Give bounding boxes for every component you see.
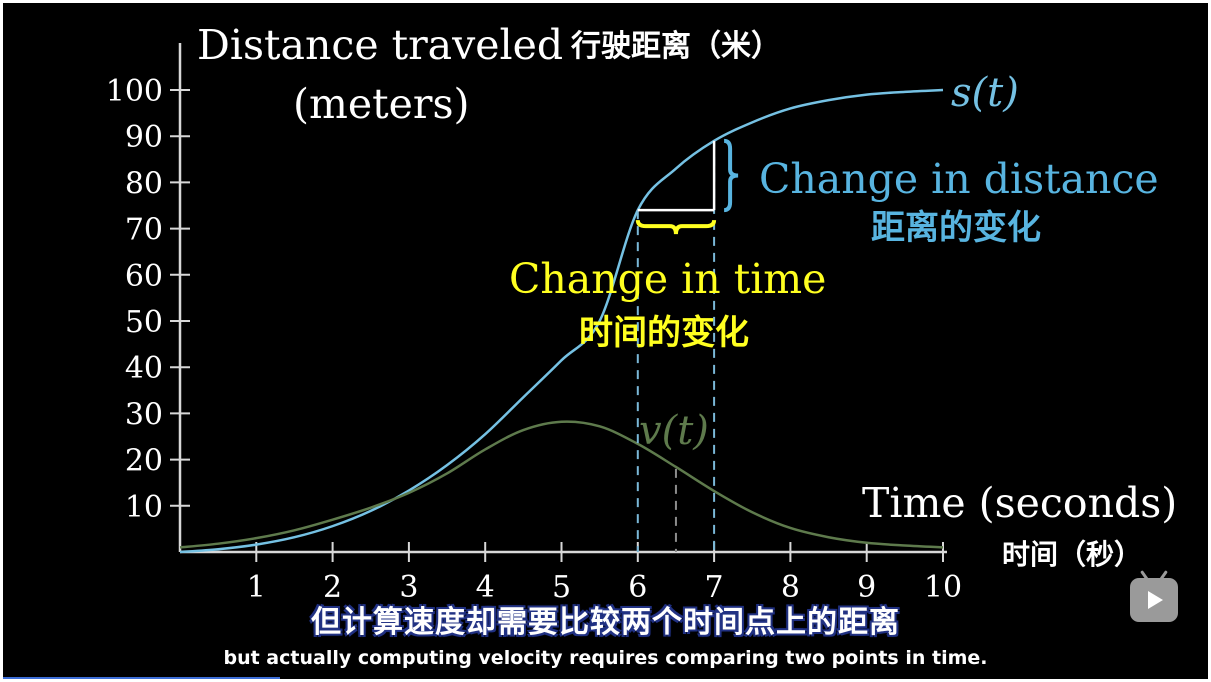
x-tick-label-2: 2: [323, 570, 342, 605]
y-tick-label-10: 10: [125, 490, 163, 525]
y-tick-label-30: 30: [125, 397, 163, 432]
x-axis-title-cn: 时间（秒）: [1002, 538, 1142, 570]
player-logo-icon[interactable]: [1130, 570, 1178, 622]
y-tick-label-20: 20: [125, 444, 163, 479]
x-tick-label-7: 7: [705, 570, 724, 605]
x-tick-label-1: 1: [247, 570, 266, 605]
y-axis-title-cn: 行驶距离（米）: [570, 29, 781, 63]
v-curve-label: v(t): [639, 408, 709, 454]
y-axis-title-en-1: Distance traveled: [197, 21, 563, 69]
v-curve: [179, 420, 944, 549]
x-tick-label-8: 8: [781, 570, 800, 605]
change-time-brace: [635, 219, 717, 235]
s-curve-label: s(t): [951, 70, 1019, 116]
x-axis-title-en: Time (seconds): [862, 479, 1177, 527]
x-tick-label-6: 6: [628, 570, 647, 605]
y-tick-label-60: 60: [125, 259, 163, 294]
y-axis-title-en-2: (meters): [293, 80, 470, 128]
x-tick-label-4: 4: [476, 570, 495, 605]
y-tick-label-80: 80: [125, 166, 163, 201]
x-tick-label-10: 10: [924, 570, 962, 605]
play-icon: [1148, 591, 1163, 609]
s-curve: [179, 88, 944, 554]
change-time-label-en: Change in time: [509, 255, 826, 303]
change-distance-label-cn: 距离的变化: [871, 208, 1041, 247]
change-distance-label-en: Change in distance: [759, 155, 1159, 203]
x-tick-label-9: 9: [857, 570, 876, 605]
change-distance-brace: [723, 138, 739, 213]
y-tick-label-90: 90: [125, 120, 163, 155]
x-tick-label-5: 5: [552, 570, 571, 605]
x-tick-label-3: 3: [399, 570, 418, 605]
y-tick-label-40: 40: [125, 351, 163, 386]
video-canvas[interactable]: 1 2 3 4 5 6 7 8 9 10 10 20 30 40 50 60 70 80 90 100 Distanc…: [3, 3, 1208, 679]
y-tick-label-50: 50: [125, 305, 163, 340]
subtitle-chinese: 但计算速度却需要比较两个时间点上的距离: [311, 605, 900, 640]
video-progress-bar[interactable]: [3, 677, 281, 679]
y-tick-label-70: 70: [125, 213, 163, 248]
chart: 1 2 3 4 5 6 7 8 9 10 10 20 30 40 50 60 70 80 90 100 Distanc…: [106, 21, 1178, 605]
y-tick-label-100: 100: [106, 74, 163, 109]
change-time-label-cn: 时间的变化: [579, 314, 749, 352]
subtitle-english: but actually computing velocity requires…: [223, 647, 988, 669]
